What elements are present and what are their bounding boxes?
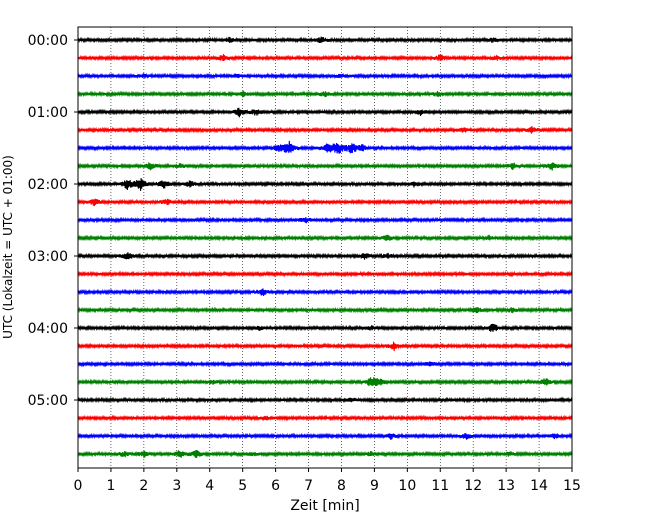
y-axis-ticks: 00:00 01:00 02:00 03:00 04:00 05:00 <box>28 33 78 409</box>
x-tick-label: 0 <box>74 478 83 494</box>
y-tick-label: 00:00 <box>28 33 68 49</box>
plot-frame <box>77 26 573 469</box>
trace-line <box>77 432 573 440</box>
trace-line <box>77 288 573 297</box>
trace-line <box>77 162 573 171</box>
trace-line <box>77 450 573 459</box>
traces <box>77 36 573 459</box>
y-tick-label: 03:00 <box>28 249 68 265</box>
y-tick-label: 04:00 <box>28 321 68 337</box>
y-tick-label: 02:00 <box>28 177 68 193</box>
trace-line <box>77 270 573 278</box>
x-axis-ticks: 0 1 2 3 4 5 6 7 8 9 10 11 12 13 14 15 <box>74 468 581 494</box>
trace-line <box>77 198 573 207</box>
plot-area <box>77 26 573 469</box>
x-tick-label: 13 <box>497 478 515 494</box>
x-tick-label: 4 <box>205 478 214 494</box>
trace-line <box>77 323 573 332</box>
trace-line <box>77 107 573 118</box>
trace-line <box>77 72 573 80</box>
x-tick-label: 8 <box>337 478 346 494</box>
x-tick-label: 10 <box>398 478 416 494</box>
x-tick-label: 2 <box>139 478 148 494</box>
trace-line <box>77 216 573 224</box>
trace-line <box>77 140 573 154</box>
trace-line <box>77 414 573 422</box>
trace-line <box>77 306 573 314</box>
x-tick-label: 11 <box>431 478 449 494</box>
x-tick-label: 14 <box>530 478 548 494</box>
trace-line <box>77 178 573 191</box>
trace-line <box>77 125 573 134</box>
y-axis-label: UTC (Lokalzeit = UTC + 01:00) <box>1 155 15 339</box>
x-tick-label: 12 <box>464 478 482 494</box>
x-tick-label: 9 <box>370 478 379 494</box>
trace-line <box>77 234 573 242</box>
trace-line <box>77 360 573 368</box>
x-tick-label: 15 <box>563 478 581 494</box>
trace-line <box>77 396 573 404</box>
trace-line <box>77 252 573 260</box>
y-tick-label: 05:00 <box>28 393 68 409</box>
trace-line <box>77 341 573 352</box>
plot-background <box>78 27 572 468</box>
x-tick-label: 6 <box>271 478 280 494</box>
x-axis-label: Zeit [min] <box>290 498 359 514</box>
trace-line <box>77 90 573 98</box>
x-tick-label: 3 <box>172 478 181 494</box>
x-tick-label: 1 <box>106 478 115 494</box>
trace-line <box>77 36 573 44</box>
trace-line <box>77 377 573 387</box>
y-tick-label: 01:00 <box>28 105 68 121</box>
x-tick-label: 5 <box>238 478 247 494</box>
x-tick-label: 7 <box>304 478 313 494</box>
trace-line <box>77 54 573 62</box>
